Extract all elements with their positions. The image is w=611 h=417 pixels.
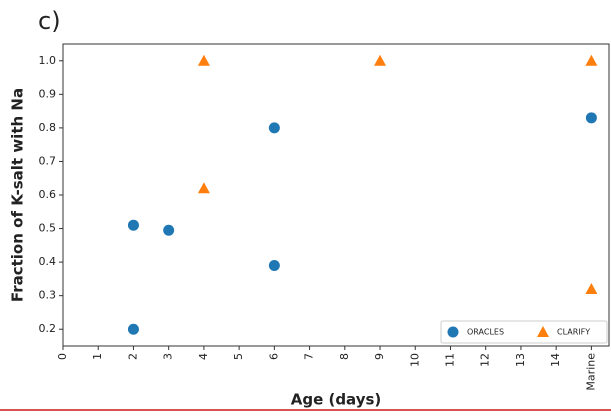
y-tick-label: 0.6: [39, 188, 57, 201]
circle-marker: [268, 122, 280, 134]
y-tick-label: 0.8: [39, 121, 57, 134]
x-tick-label: 8: [338, 353, 351, 360]
x-tick-label: 9: [373, 353, 386, 360]
y-tick-label: 0.7: [39, 154, 57, 167]
circle-marker: [127, 219, 139, 231]
y-tick-label: 0.3: [39, 289, 57, 302]
x-tick-label: 1: [91, 353, 104, 360]
circle-marker: [163, 224, 175, 236]
circle-marker: [268, 259, 280, 271]
x-tick-label: 4: [197, 353, 210, 360]
x-tick-label: 6: [267, 353, 280, 360]
panel-label: c): [38, 7, 61, 35]
x-tick-label: 7: [303, 353, 316, 360]
legend-box: [440, 320, 608, 344]
y-axis-label: Fraction of K-salt with Na: [9, 88, 27, 302]
y-tick-label: 1.0: [39, 54, 57, 67]
y-tick-label: 0.5: [39, 222, 57, 235]
x-tick-label: 2: [126, 353, 139, 360]
x-tick-label: 5: [232, 353, 245, 360]
triangle-marker: [197, 182, 210, 194]
circle-marker: [127, 323, 139, 335]
triangle-marker: [374, 54, 387, 66]
x-tick-label: 3: [162, 353, 175, 360]
y-tick-label: 0.2: [39, 322, 57, 335]
x-tick-label: 14: [549, 353, 562, 367]
circle-marker: [585, 112, 597, 124]
plot-frame: [62, 43, 610, 347]
legend-marker: [447, 326, 459, 338]
x-tick-label: 10: [408, 353, 421, 367]
x-tick-label: Marine: [584, 353, 597, 391]
x-tick-label: 12: [479, 353, 492, 367]
y-tick-label: 0.9: [39, 87, 57, 100]
triangle-marker: [585, 54, 598, 66]
x-axis-label: Age (days): [291, 391, 382, 409]
legend-marker: [537, 326, 549, 337]
legend-label: CLARIFY: [557, 328, 590, 337]
y-tick-label: 0.4: [39, 255, 57, 268]
x-tick-label: 13: [514, 353, 527, 367]
triangle-marker: [585, 282, 598, 294]
x-tick-label: 0: [56, 353, 69, 360]
x-tick-label: 11: [443, 353, 456, 367]
triangle-marker: [197, 54, 210, 66]
legend-label: ORACLES: [467, 328, 504, 337]
